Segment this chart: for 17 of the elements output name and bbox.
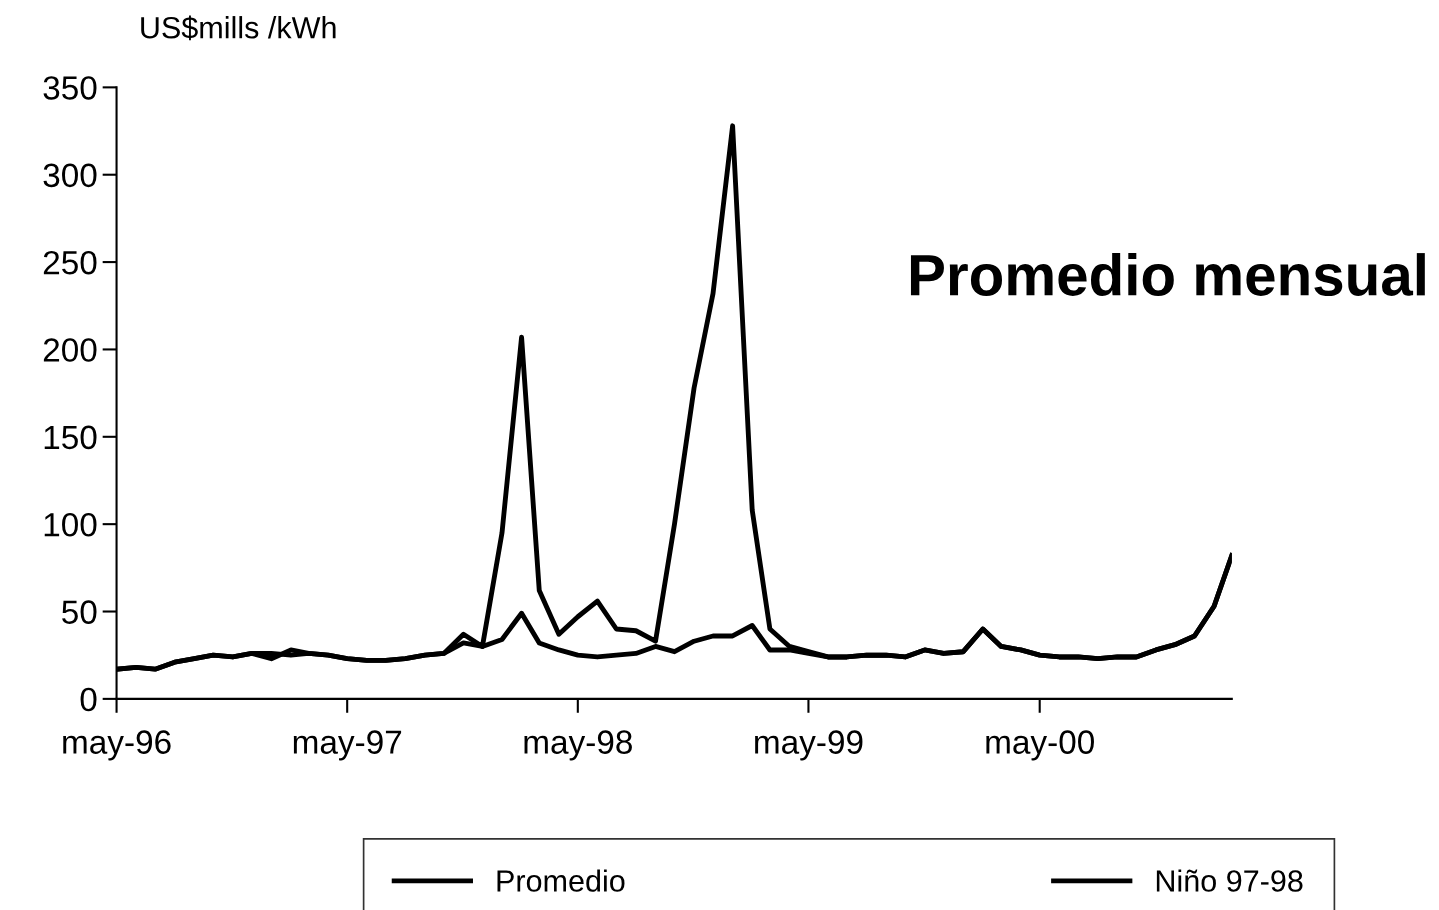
x-tick-label: may-98 (524, 730, 632, 761)
y-axis-title: US$mills /kWh (141, 15, 336, 41)
y-tick-label: 250 (43, 250, 97, 275)
y-tick-label: 150 (44, 425, 97, 450)
y-tick-label: 200 (43, 338, 97, 362)
y-tick-label: 350 (43, 76, 97, 100)
text: Promedio mensual (910, 253, 1425, 296)
y-tick-label: 50 (62, 600, 97, 624)
legend-label: Promedio (497, 869, 625, 892)
x-tick-label: may-97 (293, 730, 402, 761)
y-tick-label: 300 (43, 163, 97, 188)
legend-label: Niño 97-98 (1156, 869, 1303, 892)
y-tick-label: 100 (44, 512, 97, 537)
x-tick-label: may-96 (63, 730, 171, 761)
y-tick-label: 0 (80, 687, 97, 712)
x-tick-label: may-00 (986, 730, 1094, 761)
x-tick-label: may-99 (755, 730, 863, 761)
